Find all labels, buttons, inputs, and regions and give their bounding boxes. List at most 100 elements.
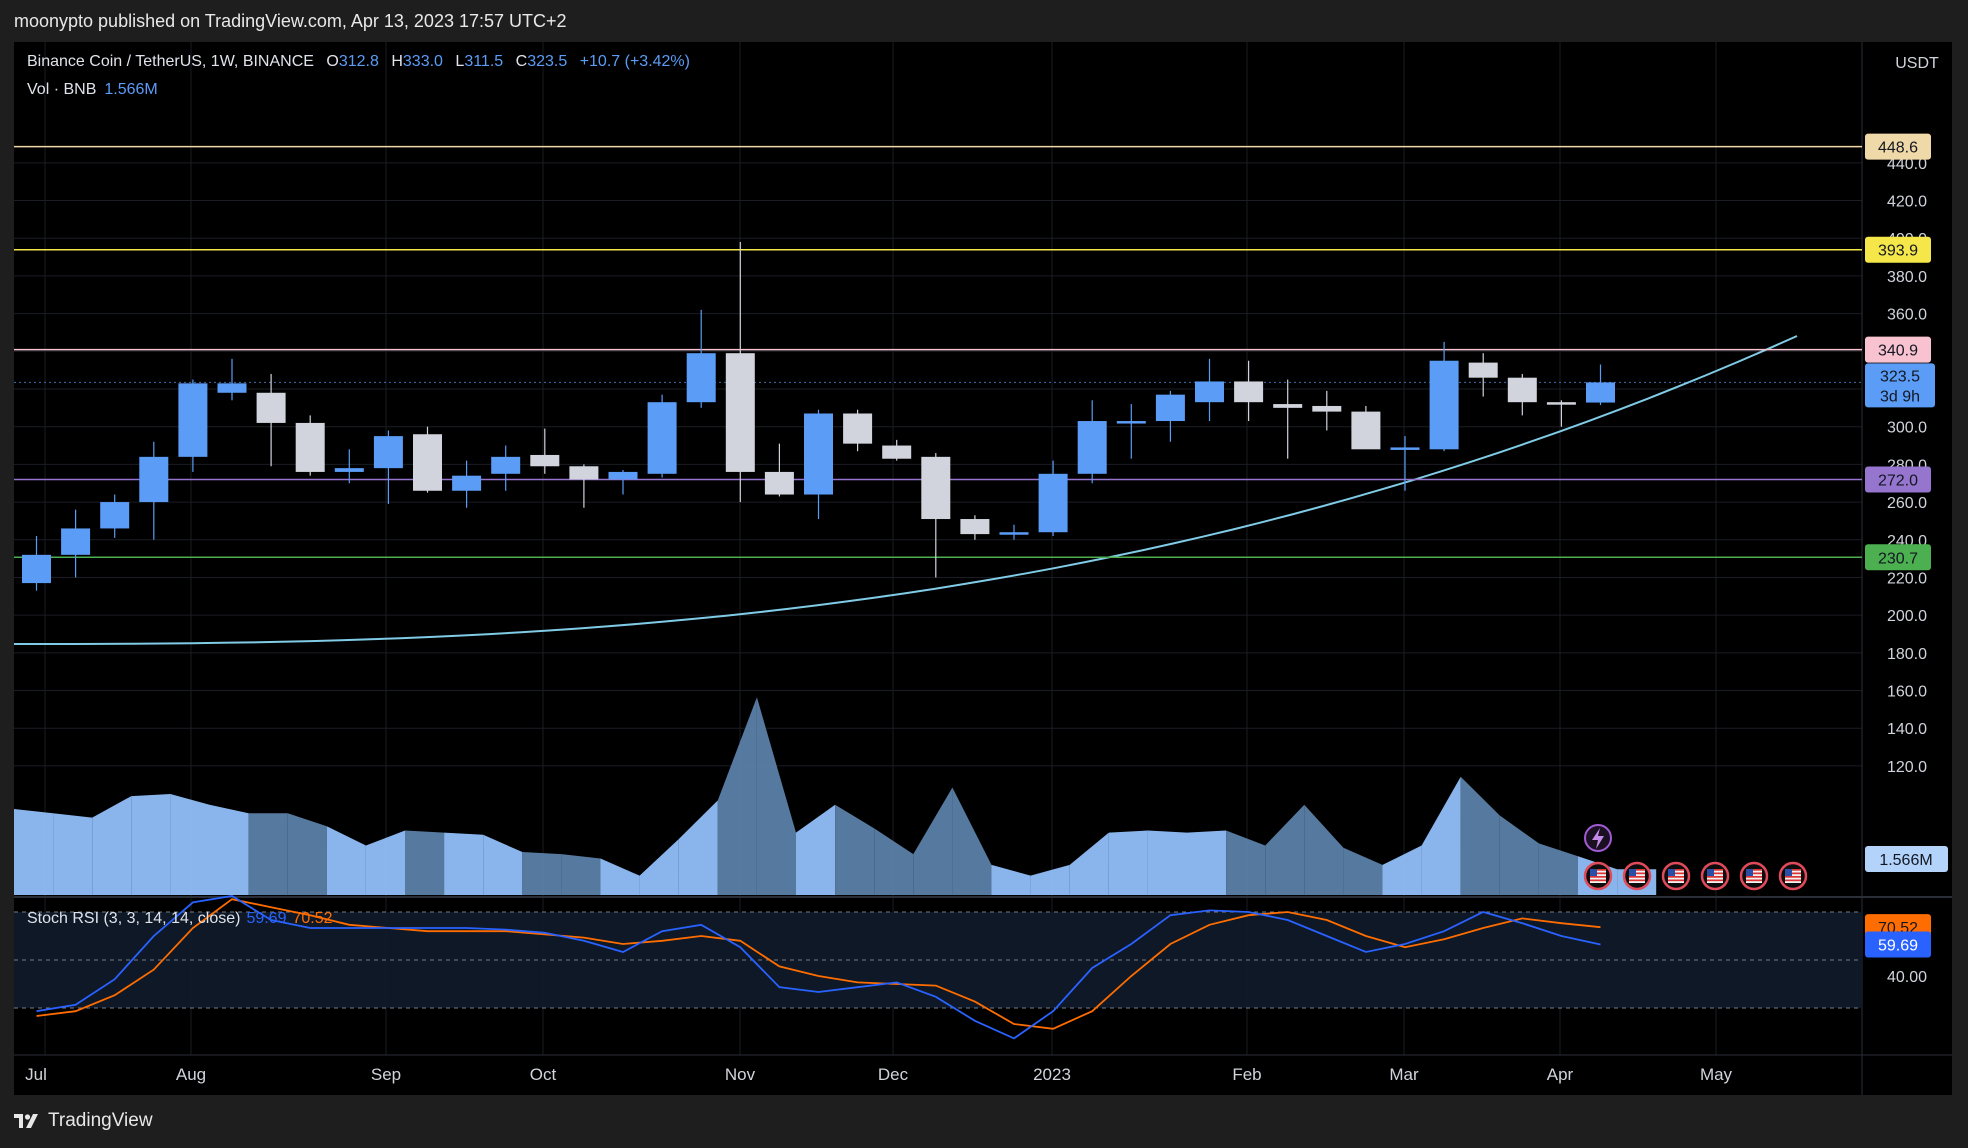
volume-bar [522, 852, 562, 895]
candle-body [804, 413, 833, 495]
candle-body [100, 502, 130, 529]
stoch-k-value: 59.69 [246, 910, 287, 927]
volume-bar [639, 839, 679, 895]
volume-bar [835, 804, 875, 895]
volume-bar [287, 813, 327, 895]
candle-body [999, 532, 1029, 535]
time-label-nov: Nov [725, 1065, 756, 1084]
volume-bar [796, 804, 836, 895]
volume-legend: Vol · BNB 1.566M [27, 81, 158, 99]
stoch-rsi-title[interactable]: Stoch RSI (3, 3, 14, 14, close) [27, 910, 241, 927]
candle-body [921, 456, 951, 520]
flag-stripe [1746, 879, 1762, 882]
level-tag-label-4: 230.7 [1878, 550, 1918, 567]
price-tick-label: 300.0 [1887, 420, 1927, 437]
flag-stripe [1590, 876, 1606, 878]
price-tick-label: 120.0 [1887, 759, 1927, 776]
lightning-glyph [1592, 828, 1604, 849]
candle-body [1390, 447, 1420, 450]
candle-body [1468, 362, 1498, 378]
volume-bar [209, 804, 249, 895]
flag-stripe [1746, 876, 1762, 878]
publisher-line: moonypto published on TradingView.com, A… [14, 11, 567, 31]
high-value: 333.0 [402, 53, 443, 70]
close-value: 323.5 [527, 53, 568, 70]
candle-body [178, 383, 208, 457]
candle-body [1429, 360, 1459, 450]
time-label-mar: Mar [1389, 1065, 1419, 1084]
candle-body [843, 413, 873, 444]
time-label-2023: 2023 [1033, 1065, 1071, 1084]
candle-body [295, 422, 325, 472]
flag-stripe [1590, 869, 1606, 871]
flag-stripe [1629, 872, 1645, 875]
time-label-feb: Feb [1232, 1065, 1261, 1084]
volume-bar [170, 793, 210, 895]
candle-body [1155, 394, 1185, 422]
rsi-tick-label: 40.00 [1887, 969, 1927, 986]
trend-curve [14, 335, 1798, 645]
candle-body [1116, 421, 1146, 424]
candle-body [725, 353, 755, 472]
price-tick-label: 260.0 [1887, 495, 1927, 512]
volume-tag-label: 1.566M [1879, 852, 1932, 869]
tradingview-logo[interactable]: TradingView [14, 1110, 153, 1132]
candle-body [139, 456, 169, 503]
time-label-sep: Sep [371, 1065, 401, 1084]
high-label: H [391, 53, 403, 70]
level-tag-label-2: 340.9 [1878, 343, 1918, 360]
level-tag-label-1: 393.9 [1878, 243, 1918, 260]
volume-bar [1030, 864, 1070, 895]
candle-body [1312, 405, 1342, 412]
volume-bar [405, 830, 445, 895]
flag-stripe [1590, 872, 1606, 875]
volume-label[interactable]: Vol · BNB [27, 81, 97, 98]
flag-stripe [1746, 869, 1762, 871]
candle-body [22, 554, 51, 584]
volume-bar [561, 854, 601, 895]
volume-bar [874, 828, 914, 895]
symbol-title[interactable]: Binance Coin / TetherUS, 1W, BINANCE [27, 53, 314, 70]
price-tick-label: 140.0 [1887, 721, 1927, 738]
flag-stripe [1707, 872, 1723, 875]
tradingview-logo-icon [14, 1114, 38, 1128]
time-label-oct: Oct [530, 1065, 557, 1084]
last-price-tag [1865, 363, 1935, 408]
volume-bar [444, 832, 484, 895]
flag-canton [1785, 869, 1792, 876]
candle-body [61, 528, 91, 555]
stoch-k-tag [1865, 931, 1931, 958]
volume-bar [1538, 843, 1578, 895]
flag-stripe [1668, 879, 1684, 882]
stoch-d-line [36, 898, 1601, 1030]
flag-stripe [1629, 879, 1645, 882]
candle-body [256, 392, 286, 423]
volume-bar [1421, 776, 1461, 895]
candle-body [686, 353, 716, 403]
time-label-may: May [1700, 1065, 1733, 1084]
price-tick-label: 420.0 [1887, 194, 1927, 211]
volume-bar [53, 813, 93, 895]
candle-body [1038, 473, 1068, 533]
low-label: L [455, 53, 465, 70]
countdown-label: 3d 9h [1880, 388, 1920, 405]
axis-currency: USDT [1895, 55, 1939, 72]
level-tag-label-3: 272.0 [1878, 472, 1918, 489]
candle-body [530, 454, 560, 467]
candle-body [1586, 382, 1615, 403]
candle-body [1351, 411, 1381, 450]
candle-body [491, 456, 521, 474]
level-tag-4 [1865, 544, 1931, 571]
candle-body [1546, 402, 1576, 405]
time-label-aug: Aug [176, 1065, 206, 1084]
open-value: 312.8 [338, 53, 379, 70]
volume-bar [92, 796, 132, 895]
flag-canton [1668, 869, 1675, 876]
price-legend: Binance Coin / TetherUS, 1W, BINANCE O31… [27, 53, 690, 71]
candles [22, 242, 1615, 591]
volume-bar [1499, 815, 1539, 895]
volume-bar [952, 787, 992, 895]
volume-bar [1460, 776, 1500, 895]
candle-body [1077, 421, 1107, 474]
